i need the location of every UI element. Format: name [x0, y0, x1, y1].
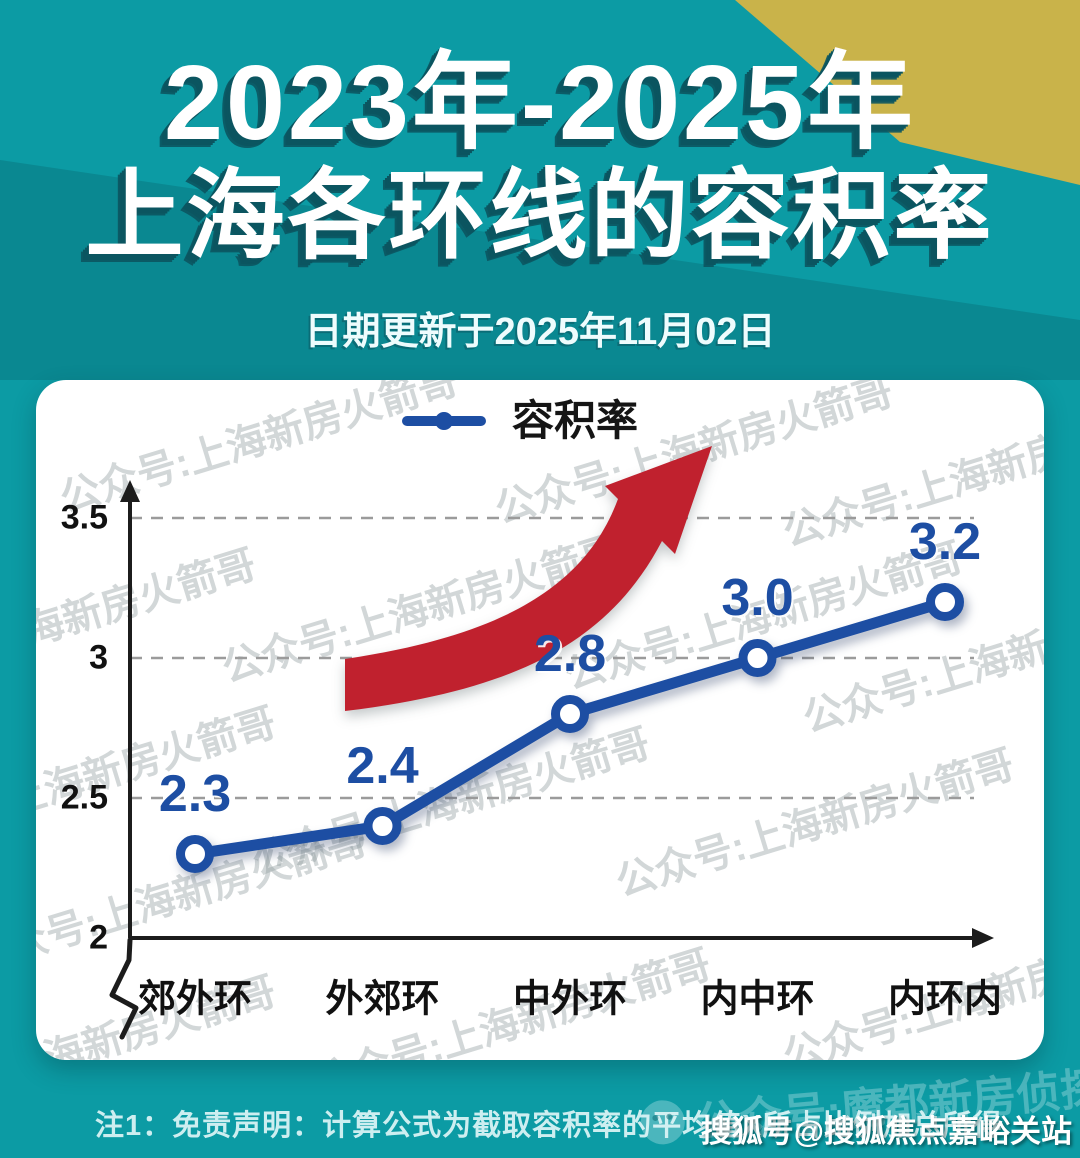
series-group [176, 583, 964, 873]
x-axis-arrowhead-icon [972, 928, 994, 948]
axis-break-zigzag-icon [109, 937, 139, 1040]
y-axis-arrowhead-icon [120, 480, 140, 502]
wechat-icon [638, 1098, 687, 1147]
y-tick-label: 2 [89, 918, 108, 957]
axes [128, 496, 976, 940]
x-category-label: 内环内 [887, 978, 1003, 1021]
data-value-label: 2.3 [158, 765, 232, 823]
disclaimer-footnote: 注1：免责声明：计算公式为截取容积率的平均值X所占比例加总所得 [95, 1110, 1003, 1142]
data-point-marker [738, 639, 777, 677]
page-title-line1: 2023年-2025年 [164, 44, 916, 162]
x-category-label: 外郊环 [325, 978, 440, 1021]
y-tick-label: 3.5 [60, 498, 108, 537]
data-value-label: 3.2 [908, 513, 982, 571]
y-tick-label: 2.5 [60, 778, 108, 817]
x-category-label: 内中环 [700, 978, 815, 1021]
sohu-credit: 搜狐号@搜狐焦点嘉峪关站 [700, 1114, 1072, 1149]
legend-circle-marker-icon [435, 412, 453, 430]
x-category-label: 郊外环 [137, 978, 253, 1021]
line-chart-canvas [109, 446, 994, 1040]
data-point-marker [926, 583, 964, 621]
page-title-line2: 上海各环线的容积率 [85, 160, 995, 270]
chart-legend: 容积率 [402, 400, 638, 442]
data-point-marker [363, 807, 402, 845]
data-value-label: 3.0 [721, 569, 794, 627]
legend-line-marker-icon [402, 412, 486, 430]
gridlines [130, 516, 974, 800]
x-category-label: 中外环 [512, 978, 628, 1021]
chart-card: 公众号:上海新房火箭哥 公众号:上海新房火箭哥 公众号:上海新房火箭哥 公众号:上海新… [36, 380, 1044, 1060]
date-updated-note: 日期更新于2025年11月02日 [304, 311, 776, 353]
y-tick-label: 3 [89, 638, 108, 677]
data-value-label: 2.4 [346, 737, 419, 795]
data-value-label: 2.8 [533, 625, 607, 683]
data-point-marker [551, 695, 589, 733]
series-markers [176, 583, 964, 873]
legend-series-label: 容积率 [512, 397, 639, 444]
data-point-marker [176, 835, 214, 873]
trend-up-arrow-icon [345, 446, 712, 711]
